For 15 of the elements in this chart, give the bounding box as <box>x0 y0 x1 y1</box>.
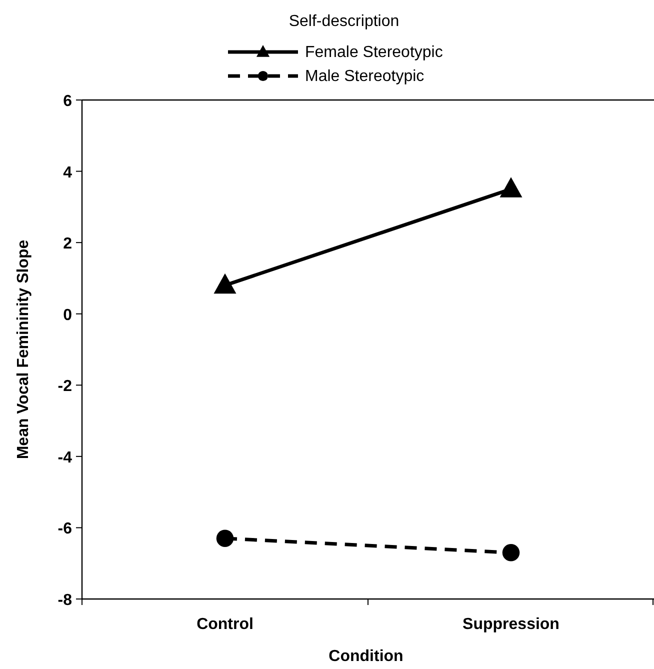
y-axis-title: Mean Vocal Femininity Slope <box>15 240 32 460</box>
y-tick-label: -2 <box>58 378 72 396</box>
legend-label: Female Stereotypic <box>305 44 443 61</box>
legend-title: Self-description <box>288 13 400 30</box>
y-tick-label: 6 <box>63 93 72 110</box>
y-tick-label: 0 <box>63 306 72 324</box>
y-tick-label: -6 <box>58 520 72 538</box>
y-tick-label: 2 <box>63 236 72 253</box>
x-axis-title: Condition <box>328 648 404 665</box>
x-tick-label: Control <box>196 616 254 633</box>
y-tick-label: -4 <box>58 449 72 466</box>
y-tick-label: 4 <box>63 164 72 182</box>
legend-label: Male Stereotypic <box>305 68 424 85</box>
x-tick-label: Suppression <box>462 616 560 633</box>
y-tick-label: -8 <box>58 592 72 609</box>
